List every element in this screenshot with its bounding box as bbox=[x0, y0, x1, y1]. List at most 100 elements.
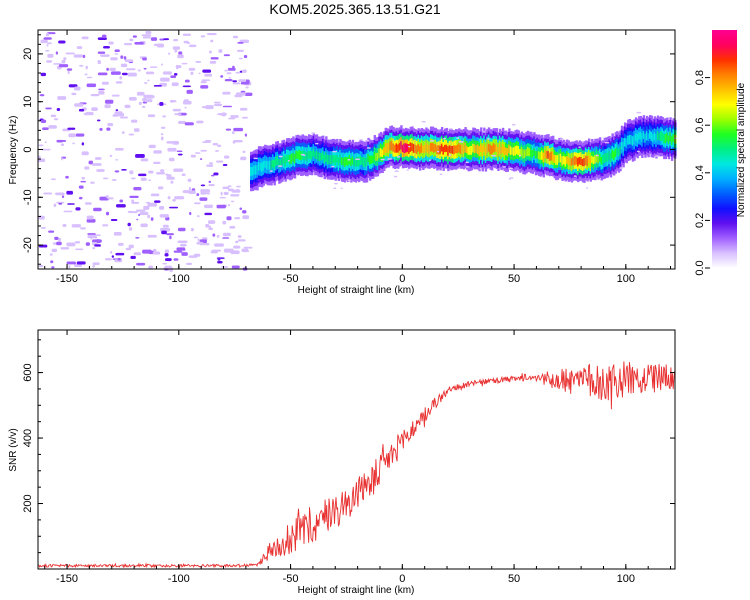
noise-blob bbox=[160, 126, 166, 129]
noise-blob bbox=[134, 41, 144, 45]
signal-cell bbox=[644, 133, 647, 143]
noise-blob bbox=[269, 170, 273, 172]
signal-cell bbox=[550, 151, 553, 161]
noise-blob bbox=[219, 196, 226, 199]
noise-blob bbox=[154, 200, 161, 203]
noise-blob bbox=[114, 170, 120, 173]
noise-blob bbox=[162, 115, 167, 118]
noise-blob bbox=[332, 150, 337, 153]
signal-cell bbox=[419, 145, 422, 155]
noise-blob bbox=[110, 71, 121, 75]
signal-cell bbox=[325, 151, 328, 162]
signal-cell bbox=[286, 154, 289, 163]
noise-blob bbox=[194, 152, 201, 154]
noise-blob bbox=[511, 123, 516, 126]
noise-blob bbox=[380, 158, 385, 161]
noise-blob bbox=[210, 250, 218, 254]
noise-blob bbox=[174, 49, 178, 53]
noise-blob bbox=[202, 69, 212, 73]
noise-blob bbox=[287, 159, 290, 162]
noise-blob bbox=[190, 71, 194, 75]
signal-cell bbox=[514, 146, 517, 156]
noise-blob bbox=[421, 121, 426, 123]
noise-blob bbox=[482, 131, 486, 133]
noise-blob bbox=[206, 33, 217, 36]
noise-blob bbox=[147, 79, 150, 82]
noise-blob bbox=[58, 64, 69, 68]
signal-cell bbox=[541, 150, 544, 160]
noise-blob bbox=[110, 218, 118, 221]
signal-cell bbox=[603, 153, 607, 163]
signal-cell bbox=[282, 155, 286, 164]
noise-blob bbox=[242, 215, 250, 220]
noise-blob bbox=[182, 190, 191, 194]
signal-cell bbox=[364, 157, 367, 167]
signal-cell bbox=[257, 162, 261, 171]
noise-blob bbox=[619, 167, 623, 169]
noise-blob bbox=[197, 215, 200, 218]
x-tick-label: 100 bbox=[617, 573, 635, 585]
noise-blob bbox=[243, 54, 248, 59]
signal-cell bbox=[528, 148, 531, 157]
signal-cell bbox=[650, 131, 653, 142]
noise-blob bbox=[159, 101, 164, 106]
noise-blob bbox=[222, 105, 233, 108]
y-tick-label: 0 bbox=[22, 146, 34, 152]
noise-blob bbox=[366, 147, 371, 149]
noise-blob bbox=[176, 247, 186, 251]
noise-blob bbox=[135, 154, 145, 158]
signal-cell bbox=[672, 134, 675, 142]
noise-blob bbox=[67, 203, 75, 205]
noise-blob bbox=[222, 186, 230, 190]
signal-cell bbox=[478, 146, 481, 157]
signal-cell bbox=[253, 165, 256, 176]
signal-cell bbox=[470, 145, 474, 155]
noise-blob bbox=[223, 248, 234, 253]
signal-cell bbox=[343, 157, 347, 167]
noise-blob bbox=[51, 266, 55, 269]
noise-blob bbox=[81, 36, 89, 40]
signal-cell bbox=[409, 142, 413, 152]
noise-blob bbox=[170, 75, 177, 79]
signal-cell bbox=[356, 156, 359, 167]
noise-blob bbox=[149, 66, 158, 68]
noise-blob bbox=[147, 214, 150, 219]
noise-blob bbox=[138, 101, 142, 106]
noise-blob bbox=[239, 107, 248, 111]
signal-cell bbox=[373, 151, 377, 160]
noise-blob bbox=[429, 159, 432, 161]
signal-cell bbox=[559, 153, 563, 163]
y-tick-label: 10 bbox=[22, 96, 34, 108]
noise-blob bbox=[66, 261, 76, 265]
signal-cell bbox=[631, 136, 635, 146]
noise-blob bbox=[239, 70, 243, 73]
signal-cell bbox=[497, 147, 500, 157]
signal-cell bbox=[275, 156, 278, 167]
signal-cell bbox=[611, 149, 614, 159]
noise-blob bbox=[128, 227, 133, 231]
noise-blob bbox=[243, 246, 253, 249]
noise-blob bbox=[78, 185, 84, 189]
noise-blob bbox=[220, 191, 223, 196]
noise-blob bbox=[636, 150, 640, 153]
signal-cell bbox=[511, 147, 514, 155]
noise-blob bbox=[224, 69, 228, 72]
signal-cell bbox=[525, 148, 528, 157]
spectrogram-x-ticks: -150 -100 -50 0 50 100 bbox=[44, 30, 672, 285]
noise-blob bbox=[142, 249, 152, 254]
noise-blob bbox=[201, 106, 208, 109]
signal-cell bbox=[517, 146, 520, 156]
noise-blob bbox=[97, 60, 101, 65]
noise-blob bbox=[502, 166, 507, 168]
noise-blob bbox=[147, 234, 157, 238]
signal-cell bbox=[448, 145, 452, 153]
noise-blob bbox=[172, 46, 181, 50]
signal-cell bbox=[370, 155, 373, 164]
noise-blob bbox=[220, 266, 229, 268]
noise-blob bbox=[58, 40, 66, 44]
signal-cell bbox=[627, 135, 630, 145]
signal-cell bbox=[534, 151, 538, 159]
signal-cell bbox=[564, 156, 567, 167]
colorbar-ticks: 0.0 0.2 0.4 0.6 0.8 bbox=[694, 70, 710, 276]
snr-y-ticks: 200 400 600 bbox=[22, 339, 675, 554]
